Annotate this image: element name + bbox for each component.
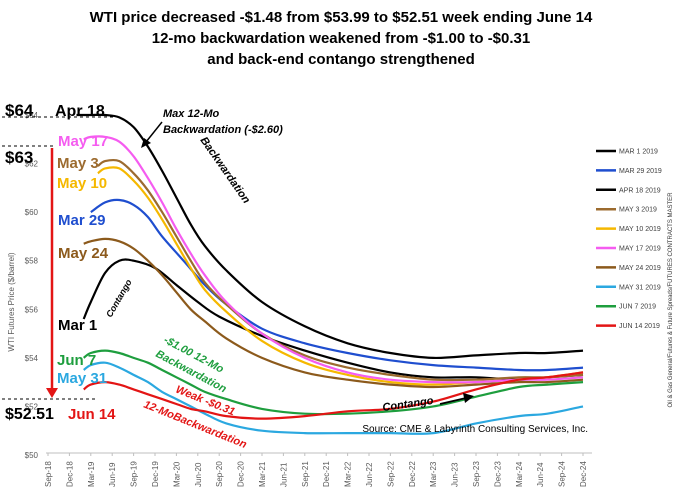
jun7-label: Jun 7 [57, 352, 96, 369]
y-tick-label: $58 [25, 257, 39, 266]
mar1-label: Mar 1 [58, 317, 97, 334]
legend-label: MAR 29 2019 [619, 168, 662, 175]
may3-label: May 3 [57, 155, 99, 172]
series-line-may-24-2019 [83, 237, 584, 389]
contango-arrow [439, 397, 467, 405]
mar29-label: Mar 29 [58, 212, 106, 229]
x-tick-label: Jun-19 [108, 462, 117, 487]
title-line-3: and back-end contango strengthened [207, 51, 475, 68]
y-axis-label: WTI Futures Price ($/barrel) [7, 252, 16, 351]
title-line-1: WTI price decreased -$1.48 from $53.99 t… [90, 9, 593, 26]
legend-label: MAY 31 2019 [619, 284, 661, 291]
title-line-2: 12-mo backwardation weakened from -$1.00… [152, 30, 530, 47]
series-line-mar-1-2019 [82, 258, 584, 381]
contango-curve-label: Contango [104, 277, 134, 319]
legend-label: APR 18 2019 [619, 187, 661, 194]
source-note: Source: CME & Labyrinth Consulting Servi… [362, 424, 588, 435]
backwardation-curve-label: Backwardation [198, 135, 253, 206]
x-tick-label: Sep-18 [44, 461, 53, 487]
x-tick-label: Dec-21 [322, 461, 331, 487]
series-line-jun-14-2019 [83, 371, 584, 420]
x-tick-label: Sep-21 [301, 461, 310, 487]
price-drop-arrow-head [46, 388, 58, 398]
x-tick-label: Dec-20 [237, 461, 246, 487]
series-line-may-17-2019 [83, 135, 584, 384]
x-tick-label: Sep-23 [472, 461, 481, 487]
x-tick-label: Sep-20 [215, 461, 224, 487]
max-backwardation-line1: Max 12-Mo [163, 108, 220, 120]
x-tick-label: Mar-19 [87, 461, 96, 487]
x-tick-label: Jun-23 [451, 462, 460, 487]
x-tick-label: Sep-22 [386, 461, 395, 487]
legend-label: JUN 14 2019 [619, 323, 660, 330]
legend-label: MAY 17 2019 [619, 246, 661, 253]
y-tick-label: $54 [25, 354, 39, 363]
price-64-label: $64 [5, 101, 34, 120]
legend: MAR 1 2019 MAR 29 2019 APR 18 2019 MAY 3 20… [596, 149, 662, 330]
max-backwardation-line2: Backwardation (-$2.60) [163, 124, 283, 136]
x-tick-label: Dec-22 [408, 461, 417, 487]
x-tick-label: Mar-22 [344, 461, 353, 487]
y-tick-label: $62 [25, 160, 39, 169]
may31-label: May 31 [57, 370, 107, 387]
x-tick-label: Mar-24 [515, 461, 524, 487]
x-tick-label: Dec-19 [151, 461, 160, 487]
chart-title: WTI price decreased -$1.48 from $53.99 t… [90, 9, 593, 68]
may24-label: May 24 [58, 245, 109, 262]
x-tick-label: Mar-20 [172, 461, 181, 487]
max-backwardation-arrow-head [141, 138, 151, 148]
legend-label: MAR 1 2019 [619, 149, 658, 156]
max-backwardation-arrow [145, 121, 163, 143]
contango-right-label: Contango [382, 395, 435, 414]
legend-label: MAY 10 2019 [619, 226, 661, 233]
jun14-label: Jun 14 [68, 406, 116, 423]
x-tick-label: Jun-20 [194, 462, 203, 487]
x-tick-label: Jun-21 [279, 462, 288, 487]
series-line-apr-18-2019 [76, 113, 584, 360]
x-tick-label: Mar-23 [429, 461, 438, 487]
x-tick-label: Mar-21 [258, 461, 267, 487]
y-tick-label: $64 [25, 111, 39, 120]
x-tick-label: Dec-24 [579, 461, 588, 487]
side-path-note: Oil & Gas General/Futures & Future Sprea… [668, 192, 674, 408]
y-tick-label: $56 [25, 305, 39, 314]
x-tick-label: Sep-19 [130, 461, 139, 487]
contango-arrow-head [463, 393, 474, 403]
y-tick-label: $50 [25, 451, 39, 460]
may17-label: May 17 [58, 133, 108, 150]
legend-label: MAY 3 2019 [619, 207, 657, 214]
price-5251-label: $52.51 [5, 406, 54, 423]
y-tick-label: $60 [25, 208, 39, 217]
y-axis-ticks: $50 $52 $54 $56 $58 $60 $62 $64 [25, 111, 39, 460]
series-line-may-3-2019 [97, 158, 584, 382]
price-63-label: $63 [5, 148, 33, 167]
x-tick-label: Dec-23 [493, 461, 502, 487]
x-tick-label: Jun-24 [536, 462, 545, 487]
x-axis-ticks: Sep-18 Dec-18 Mar-19 Jun-19 Sep-19 Dec-19 Mar-… [44, 453, 588, 487]
x-tick-label: Sep-24 [558, 461, 567, 487]
y-tick-label: $52 [25, 402, 39, 411]
legend-label: JUN 7 2019 [619, 304, 656, 311]
apr18-label: Apr 18 [55, 103, 105, 120]
may10-label: May 10 [57, 175, 107, 192]
legend-label: MAY 24 2019 [619, 265, 661, 272]
series-lines [76, 113, 584, 435]
x-tick-label: Jun-22 [365, 462, 374, 487]
series-line-may-31-2019 [83, 361, 584, 435]
x-tick-label: Dec-18 [65, 461, 74, 487]
series-line-jun-7-2019 [82, 349, 584, 416]
